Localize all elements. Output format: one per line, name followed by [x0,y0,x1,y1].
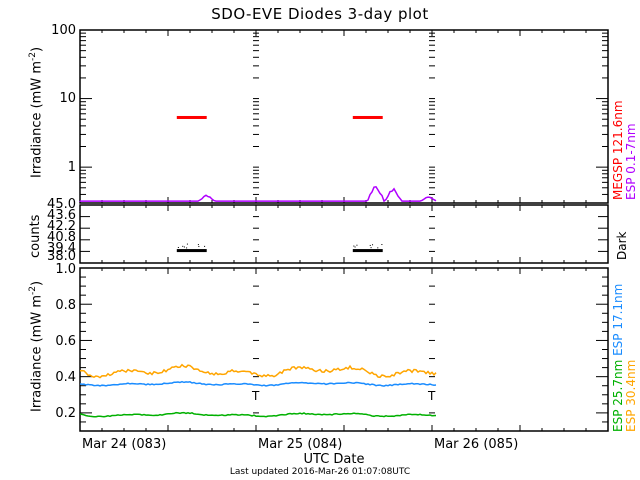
ytick-bot-0.6: 0.6 [26,334,76,349]
xtick-mar25: Mar 25 (084) [258,437,342,452]
top-ylabel: Irradiance (mW m-2) [28,47,44,178]
ytick-top-100: 100 [26,23,76,38]
last-updated: Last updated 2016-Mar-26 01:07:08UTC [0,467,640,477]
ytick-bot-1.0: 1.0 [26,262,76,277]
ytick-bot-0.8: 0.8 [26,298,76,313]
legend-esp-25-7: ESP 25.7nm ESP 17.1nm [611,284,625,432]
svg-text:T: T [427,389,436,403]
legend-esp-30-4: ESP 30.4nm [624,360,638,432]
xtick-mar26: Mar 26 (085) [434,437,518,452]
ytick-bot-0.2: 0.2 [26,406,76,421]
legend-megsp-121: MEGSP 121.6nm [611,100,625,200]
svg-text:T: T [251,389,260,403]
plot-canvas: TT [0,0,640,480]
xtick-mar24: Mar 24 (083) [82,437,166,452]
ytick-bot-0.4: 0.4 [26,370,76,385]
legend-esp-0-1-7: ESP 0.1-7nm [624,123,638,200]
ytick-top-10: 10 [26,91,76,106]
ytick-top-1: 1 [26,160,76,175]
legend-dark: Dark [615,232,629,260]
xaxis-label: UTC Date [0,452,640,467]
